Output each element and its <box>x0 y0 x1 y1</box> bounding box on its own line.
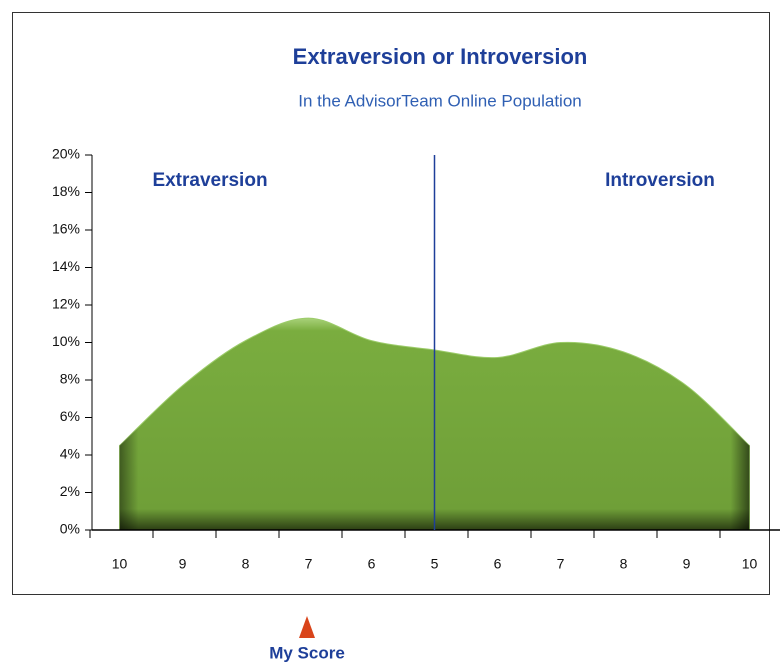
chart-title: Extraversion or Introversion <box>293 44 588 69</box>
x-tick-label: 6 <box>368 556 376 572</box>
right-label: Introversion <box>605 170 715 191</box>
x-tick-label: 6 <box>494 556 502 572</box>
score-marker <box>299 616 315 638</box>
chart-subtitle: In the AdvisorTeam Online Population <box>298 91 582 110</box>
x-tick-label: 9 <box>179 556 187 572</box>
y-tick-label: 0% <box>60 521 80 537</box>
y-tick-label: 12% <box>52 296 80 312</box>
marker-label: My Score <box>269 643 345 662</box>
left-label: Extraversion <box>152 170 267 191</box>
y-tick-label: 6% <box>60 408 80 424</box>
y-tick-label: 10% <box>52 333 80 349</box>
x-tick-label: 7 <box>557 556 565 572</box>
x-tick-label: 5 <box>431 556 439 572</box>
y-tick-label: 8% <box>60 371 80 387</box>
y-tick-label: 14% <box>52 258 80 274</box>
y-tick-label: 18% <box>52 183 80 199</box>
x-tick-label: 8 <box>620 556 628 572</box>
x-tick-label: 10 <box>112 556 128 572</box>
x-tick-label: 7 <box>305 556 313 572</box>
y-tick-label: 2% <box>60 483 80 499</box>
x-tick-label: 9 <box>683 556 691 572</box>
y-tick-label: 20% <box>52 146 80 162</box>
y-tick-label: 4% <box>60 446 80 462</box>
y-tick-label: 16% <box>52 221 80 237</box>
x-tick-label: 8 <box>242 556 250 572</box>
x-tick-label: 10 <box>742 556 758 572</box>
